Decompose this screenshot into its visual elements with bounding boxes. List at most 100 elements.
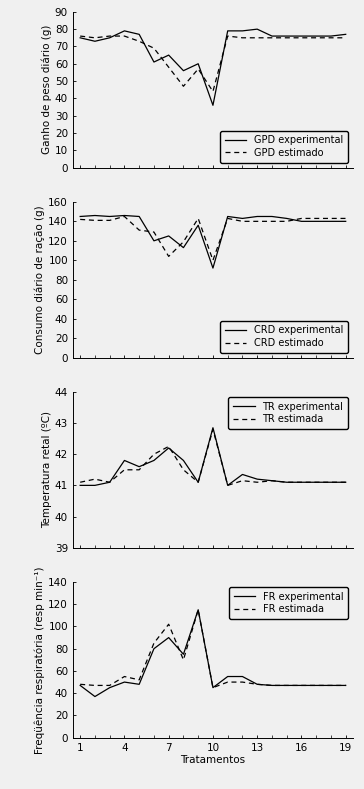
TR experimental xyxy=(211,423,215,432)
CRD estimado xyxy=(314,214,318,223)
TR experimental xyxy=(299,477,304,487)
FR estimada xyxy=(270,681,274,690)
Line: TR estimada: TR estimada xyxy=(80,429,346,485)
TR experimental xyxy=(152,456,156,466)
FR experimental xyxy=(78,681,82,690)
FR experimental xyxy=(107,683,112,693)
GPD estimado xyxy=(122,32,127,41)
FR estimada xyxy=(344,681,348,690)
FR estimada xyxy=(93,681,97,690)
TR experimental xyxy=(255,474,260,484)
TR estimada xyxy=(226,481,230,490)
FR estimada xyxy=(211,683,215,693)
TR estimada xyxy=(285,477,289,487)
GPD estimado xyxy=(240,33,245,43)
CRD experimental xyxy=(226,211,230,221)
TR experimental xyxy=(314,477,318,487)
FR experimental xyxy=(181,649,186,659)
CRD estimado xyxy=(226,214,230,223)
GPD estimado xyxy=(166,62,171,72)
FR estimada xyxy=(166,619,171,629)
CRD experimental xyxy=(329,217,333,226)
TR experimental xyxy=(329,477,333,487)
CRD experimental xyxy=(93,211,97,220)
Y-axis label: Consumo diário de ração (g): Consumo diário de ração (g) xyxy=(35,205,46,354)
FR estimada xyxy=(329,681,333,690)
GPD estimado xyxy=(211,87,215,96)
CRD experimental xyxy=(314,217,318,226)
GPD experimental xyxy=(211,100,215,110)
FR estimada xyxy=(314,681,318,690)
GPD estimado xyxy=(285,33,289,43)
CRD estimado xyxy=(329,214,333,223)
TR experimental xyxy=(285,477,289,487)
GPD experimental xyxy=(78,33,82,43)
TR estimada xyxy=(181,465,186,474)
GPD experimental xyxy=(344,30,348,39)
FR experimental xyxy=(299,681,304,690)
FR experimental xyxy=(285,681,289,690)
CRD experimental xyxy=(152,236,156,245)
CRD experimental xyxy=(344,217,348,226)
Legend: FR experimental, FR estimada: FR experimental, FR estimada xyxy=(229,587,348,619)
FR experimental xyxy=(137,679,141,689)
CRD estimado xyxy=(344,214,348,223)
TR experimental xyxy=(181,456,186,466)
GPD estimado xyxy=(344,33,348,43)
TR experimental xyxy=(93,481,97,490)
GPD experimental xyxy=(93,36,97,46)
FR estimada xyxy=(152,638,156,648)
Legend: CRD experimental, CRD estimado: CRD experimental, CRD estimado xyxy=(220,320,348,353)
FR experimental xyxy=(166,633,171,642)
FR experimental xyxy=(196,605,200,615)
GPD estimado xyxy=(299,33,304,43)
CRD estimado xyxy=(166,252,171,261)
X-axis label: Tratamentos: Tratamentos xyxy=(181,755,245,765)
TR experimental xyxy=(137,462,141,471)
CRD experimental xyxy=(196,220,200,230)
TR estimada xyxy=(344,477,348,487)
GPD estimado xyxy=(93,33,97,43)
GPD experimental xyxy=(240,26,245,36)
Line: GPD estimado: GPD estimado xyxy=(80,36,346,92)
GPD estimado xyxy=(107,32,112,41)
FR experimental xyxy=(122,677,127,686)
CRD estimado xyxy=(93,215,97,225)
TR estimada xyxy=(255,477,260,487)
Legend: GPD experimental, GPD estimado: GPD experimental, GPD estimado xyxy=(220,131,348,163)
GPD experimental xyxy=(152,58,156,67)
CRD estimado xyxy=(299,214,304,223)
TR estimada xyxy=(137,465,141,474)
TR estimada xyxy=(299,477,304,487)
GPD experimental xyxy=(299,32,304,41)
GPD experimental xyxy=(329,32,333,41)
FR experimental xyxy=(270,681,274,690)
GPD experimental xyxy=(226,26,230,36)
GPD experimental xyxy=(270,32,274,41)
CRD estimado xyxy=(122,211,127,221)
CRD experimental xyxy=(137,211,141,221)
CRD estimado xyxy=(78,215,82,224)
GPD experimental xyxy=(166,50,171,60)
CRD estimado xyxy=(196,214,200,223)
CRD estimado xyxy=(270,217,274,226)
GPD experimental xyxy=(107,33,112,43)
TR estimada xyxy=(270,476,274,485)
CRD experimental xyxy=(122,211,127,220)
GPD experimental xyxy=(122,26,127,36)
Line: CRD experimental: CRD experimental xyxy=(80,215,346,268)
GPD estimado xyxy=(270,33,274,43)
TR estimada xyxy=(152,450,156,459)
CRD experimental xyxy=(211,264,215,273)
Line: FR experimental: FR experimental xyxy=(80,610,346,697)
GPD estimado xyxy=(137,36,141,46)
TR experimental xyxy=(226,481,230,490)
TR estimada xyxy=(107,477,112,487)
FR experimental xyxy=(240,671,245,681)
GPD estimado xyxy=(329,33,333,43)
CRD estimado xyxy=(255,217,260,226)
FR estimada xyxy=(137,675,141,685)
Line: TR experimental: TR experimental xyxy=(80,428,346,485)
FR estimada xyxy=(240,677,245,686)
CRD experimental xyxy=(255,211,260,221)
